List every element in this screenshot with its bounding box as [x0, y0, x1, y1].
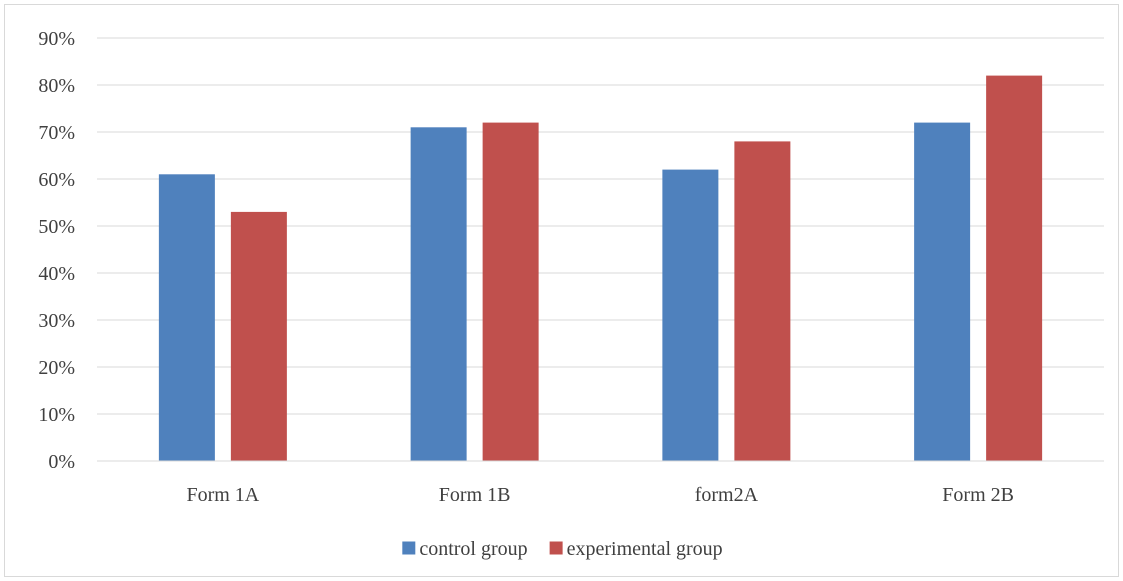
y-tick-label: 10%	[38, 404, 75, 426]
bar-control-group-3	[914, 122, 971, 461]
bar-experimental-group-1	[482, 122, 539, 461]
y-tick-label: 50%	[38, 216, 75, 238]
bar-control-group-0	[158, 174, 215, 462]
x-tick-label: Form 1B	[439, 484, 511, 506]
legend-label: control group	[419, 538, 527, 560]
x-tick-label: Form 2B	[942, 484, 1014, 506]
bar-experimental-group-0	[230, 211, 287, 461]
x-axis-tick-labels: Form 1A Form 1B form2A Form 2B	[186, 484, 1013, 506]
y-tick-label: 60%	[38, 169, 75, 191]
bar-chart: 0%10%20%30%40%50%60%70%80%90% Form 1A For…	[38, 28, 1104, 560]
y-tick-label: 80%	[38, 75, 75, 97]
bar-experimental-group-2	[734, 141, 791, 461]
bar-experimental-group-3	[986, 75, 1043, 461]
y-tick-label: 30%	[38, 310, 75, 332]
chart-area: 0% 10% 20% 30% 40% 50% 60% 70% 80% 90% Form 1A For…	[4, 4, 1119, 577]
x-tick-label: Form 1A	[186, 484, 259, 506]
y-tick-label: 70%	[38, 122, 75, 144]
y-tick-label: 0%	[48, 451, 75, 473]
x-tick-label: form2A	[695, 484, 759, 506]
legend-swatch	[402, 541, 416, 555]
y-tick-label: 20%	[38, 357, 75, 379]
y-axis-tick-labels: 0% 10% 20% 30% 40% 50% 60% 70% 80% 90%	[38, 28, 75, 473]
bar-control-group-1	[410, 127, 467, 462]
legend: control group experimental group	[402, 538, 723, 560]
bar-control-group-2	[662, 169, 719, 461]
bars	[158, 75, 1043, 462]
y-tick-label: 90%	[38, 28, 75, 50]
legend-swatch	[549, 541, 563, 555]
legend-label: experimental group	[567, 538, 723, 560]
y-tick-label: 40%	[38, 263, 75, 285]
